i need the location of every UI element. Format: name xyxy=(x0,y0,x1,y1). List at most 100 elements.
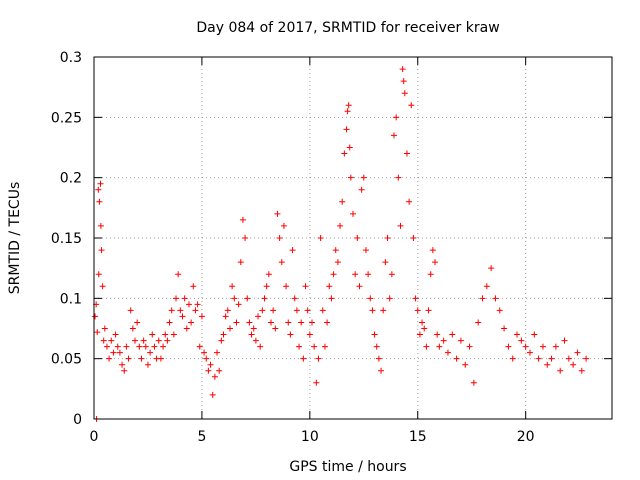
data-point xyxy=(119,361,126,368)
data-point xyxy=(166,319,173,326)
data-point xyxy=(531,331,538,338)
data-point xyxy=(583,355,590,362)
data-point xyxy=(354,235,361,241)
data-point xyxy=(248,331,255,338)
data-point xyxy=(92,313,99,320)
data-point xyxy=(395,174,402,181)
data-point xyxy=(265,271,272,278)
data-point xyxy=(95,186,102,193)
data-point xyxy=(345,102,352,109)
data-point xyxy=(224,307,231,314)
data-point xyxy=(267,319,274,326)
data-point xyxy=(470,379,477,386)
data-point xyxy=(257,343,264,350)
data-point xyxy=(250,325,257,332)
data-point xyxy=(298,319,305,326)
data-point xyxy=(259,307,266,314)
data-point xyxy=(362,247,369,254)
data-point xyxy=(110,349,117,356)
data-point xyxy=(196,343,203,350)
data-point xyxy=(291,295,298,302)
data-point xyxy=(103,343,110,350)
data-point xyxy=(401,90,408,97)
data-point xyxy=(332,247,339,254)
data-point xyxy=(99,283,106,290)
data-point xyxy=(170,331,177,338)
data-point xyxy=(237,259,244,266)
data-point xyxy=(539,343,546,350)
data-point xyxy=(201,349,208,356)
data-point xyxy=(475,319,482,326)
data-point xyxy=(429,247,436,254)
data-point xyxy=(317,235,324,241)
data-point xyxy=(313,379,320,386)
data-point xyxy=(488,265,495,272)
data-point xyxy=(412,295,419,302)
data-point xyxy=(328,295,335,302)
x-tick-label: 15 xyxy=(409,429,427,445)
data-point xyxy=(138,355,145,362)
data-point xyxy=(440,337,447,344)
data-point xyxy=(96,198,103,205)
data-point xyxy=(375,355,382,362)
grid xyxy=(94,57,612,419)
data-point xyxy=(136,343,143,350)
data-point xyxy=(209,391,216,398)
data-point xyxy=(393,114,400,121)
data-point xyxy=(190,283,197,290)
data-point xyxy=(194,301,201,308)
data-point xyxy=(261,295,268,302)
data-point xyxy=(321,343,328,350)
data-point xyxy=(233,319,240,326)
y-tick-label: 0.05 xyxy=(51,352,82,368)
data-point xyxy=(509,355,516,362)
data-point xyxy=(565,355,572,362)
data-point xyxy=(369,307,376,314)
data-point xyxy=(114,343,121,350)
data-point xyxy=(479,295,486,302)
x-tick-label: 0 xyxy=(90,429,99,445)
data-point xyxy=(358,186,365,193)
data-point xyxy=(548,355,555,362)
data-point xyxy=(324,319,331,326)
data-point xyxy=(112,331,119,338)
data-point xyxy=(410,235,417,241)
data-point xyxy=(252,337,259,344)
data-point xyxy=(344,108,351,115)
data-point xyxy=(244,295,251,302)
data-point xyxy=(423,343,430,350)
data-point xyxy=(453,355,460,362)
data-point xyxy=(339,198,346,205)
data-point xyxy=(144,361,151,368)
data-point xyxy=(272,325,279,332)
data-point xyxy=(97,222,104,229)
data-point xyxy=(444,349,451,356)
data-point xyxy=(263,283,270,290)
y-axis-label: SRMTID / TECUs xyxy=(7,182,23,295)
data-point xyxy=(561,337,568,344)
data-point xyxy=(496,307,503,314)
data-point xyxy=(185,301,192,308)
data-point xyxy=(235,301,242,308)
data-point xyxy=(125,355,132,362)
data-point xyxy=(522,343,529,350)
data-point xyxy=(101,325,108,332)
data-point xyxy=(300,355,307,362)
data-point xyxy=(283,283,290,290)
data-point xyxy=(343,126,350,133)
data-point xyxy=(108,337,115,344)
data-point xyxy=(518,337,525,344)
data-point xyxy=(492,295,499,302)
data-point xyxy=(132,337,139,344)
data-point xyxy=(229,283,236,290)
data-point xyxy=(302,283,309,290)
data-point xyxy=(371,331,378,338)
data-point xyxy=(246,319,253,326)
data-point xyxy=(436,343,443,350)
data-point xyxy=(255,313,262,320)
data-point xyxy=(289,247,296,254)
data-point xyxy=(462,361,469,368)
data-point xyxy=(427,271,434,278)
data-point xyxy=(203,355,210,362)
